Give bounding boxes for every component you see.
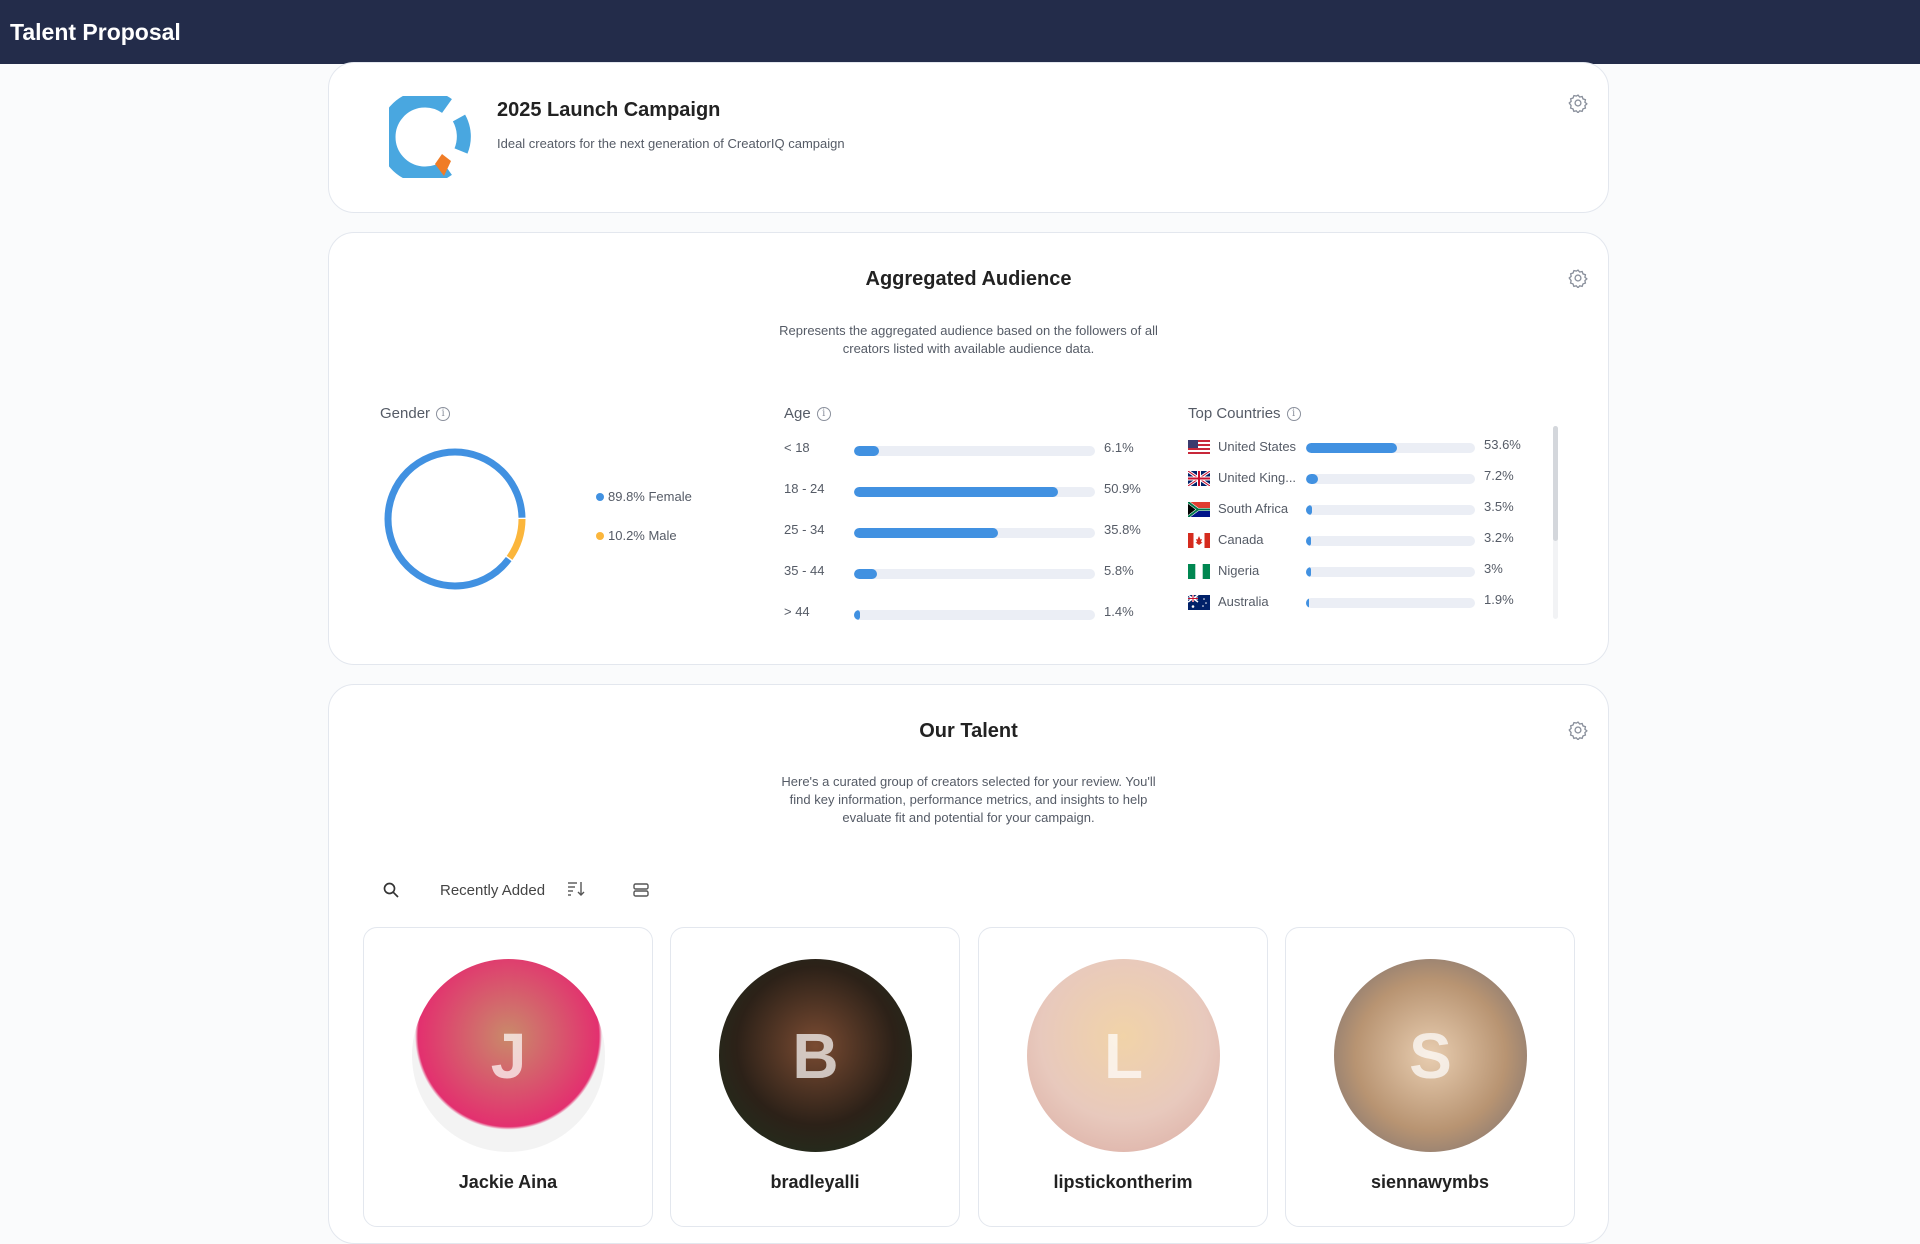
app-title: Talent Proposal	[10, 19, 181, 45]
country-bar-track	[1306, 567, 1475, 577]
age-bar-fill	[854, 528, 998, 538]
section-title: Aggregated Audience	[865, 268, 1072, 290]
age-bar-track	[854, 446, 1095, 456]
country-bar-fill	[1306, 536, 1312, 546]
search-icon[interactable]	[382, 881, 400, 899]
creator-name[interactable]: lipstickontherim	[1053, 1172, 1193, 1192]
country-value: 53.6%	[1484, 437, 1521, 452]
country-name: South Africa	[1218, 501, 1289, 516]
creatoriq-logo	[389, 96, 471, 178]
country-name: Nigeria	[1218, 563, 1260, 578]
campaign-title: 2025 Launch Campaign	[497, 99, 721, 121]
age-range-label: > 44	[784, 604, 810, 619]
country-bar-fill	[1306, 474, 1319, 484]
age-bar-track	[854, 528, 1095, 538]
country-bar-track	[1306, 443, 1475, 453]
country-bar-fill	[1306, 505, 1312, 515]
flag-za-icon	[1188, 502, 1210, 517]
age-bar-fill	[854, 446, 879, 456]
creator-card[interactable]: L lipstickontherim	[978, 927, 1268, 1227]
age-bar-track	[854, 610, 1095, 620]
section-description: Represents the aggregated audience based…	[779, 323, 1158, 356]
creator-avatar[interactable]: L	[1027, 959, 1220, 1152]
creator-name[interactable]: bradleyalli	[770, 1172, 860, 1192]
flag-ng-icon	[1188, 564, 1210, 579]
country-bar-track	[1306, 474, 1475, 484]
creator-name[interactable]: siennawymbs	[1370, 1172, 1490, 1192]
aggregated-audience-card: Aggregated Audience Represents the aggre…	[328, 232, 1609, 665]
age-label: Age i	[784, 405, 831, 422]
country-bar-fill	[1306, 443, 1397, 453]
age-range-label: < 18	[784, 440, 810, 455]
country-name: Canada	[1218, 532, 1264, 547]
flag-us-icon	[1188, 440, 1210, 455]
country-bar-track	[1306, 505, 1475, 515]
gender-label: Gender i	[380, 405, 451, 422]
info-icon[interactable]: i	[436, 406, 451, 421]
country-name: United King...	[1218, 470, 1297, 485]
flag-gb-icon	[1188, 471, 1210, 486]
country-bar-fill	[1306, 598, 1310, 608]
app-header: Talent Proposal	[0, 0, 1920, 64]
creator-card[interactable]: B bradleyalli	[670, 927, 960, 1227]
flag-au-icon	[1188, 595, 1210, 610]
country-bar-fill	[1306, 567, 1312, 577]
gear-icon[interactable]	[1568, 720, 1588, 740]
creator-name[interactable]: Jackie Aina	[458, 1172, 558, 1192]
creator-avatar[interactable]: S	[1334, 959, 1527, 1152]
age-bar-fill	[854, 487, 1059, 497]
gear-icon[interactable]	[1568, 93, 1588, 113]
age-range-label: 25 - 34	[784, 522, 825, 537]
country-value: 1.9%	[1484, 592, 1514, 607]
legend-dot	[596, 492, 604, 501]
legend-male: 10.2% Male	[596, 528, 677, 543]
campaign-card: 2025 Launch Campaign Ideal creators for …	[328, 62, 1609, 213]
info-icon[interactable]: i	[816, 406, 831, 421]
scrollbar-thumb[interactable]	[1553, 426, 1558, 541]
sort-order-icon[interactable]	[567, 881, 585, 897]
age-bar-fill	[854, 569, 878, 579]
creator-card[interactable]: J Jackie Aina	[363, 927, 653, 1227]
sort-dropdown[interactable]: Recently Added	[440, 882, 546, 899]
country-name: United States	[1218, 439, 1297, 454]
campaign-subtitle: Ideal creators for the next generation o…	[497, 136, 845, 151]
country-value: 7.2%	[1484, 468, 1514, 483]
age-range-label: 18 - 24	[784, 481, 825, 496]
creator-avatar[interactable]: B	[719, 959, 912, 1152]
age-bar-track	[854, 487, 1095, 497]
section-description: Here's a curated group of creators selec…	[781, 774, 1156, 825]
age-value: 35.8%	[1104, 522, 1141, 537]
age-bar-track	[854, 569, 1095, 579]
countries-scrollbar[interactable]	[1553, 426, 1558, 619]
legend-dot	[596, 531, 604, 540]
age-bar-fill	[854, 610, 860, 620]
top-countries-label: Top Countries i	[1188, 405, 1301, 422]
age-value: 50.9%	[1104, 481, 1141, 496]
country-name: Australia	[1218, 594, 1269, 609]
country-value: 3.5%	[1484, 499, 1514, 514]
list-view-icon[interactable]	[633, 883, 649, 897]
age-value: 1.4%	[1104, 604, 1134, 619]
gender-donut-chart	[384, 448, 526, 590]
age-value: 6.1%	[1104, 440, 1134, 455]
country-value: 3.2%	[1484, 530, 1514, 545]
country-bar-track	[1306, 536, 1475, 546]
section-title: Our Talent	[919, 720, 1018, 742]
flag-ca-icon	[1188, 533, 1210, 548]
age-range-label: 35 - 44	[784, 563, 825, 578]
info-icon[interactable]: i	[1286, 406, 1301, 421]
age-value: 5.8%	[1104, 563, 1134, 578]
donut-segment-male	[384, 448, 526, 590]
country-bar-track	[1306, 598, 1475, 608]
creator-avatar[interactable]: J	[412, 959, 605, 1152]
donut-segment-female	[384, 448, 526, 590]
gear-icon[interactable]	[1568, 268, 1588, 288]
creator-card[interactable]: S siennawymbs	[1285, 927, 1575, 1227]
country-value: 3%	[1484, 561, 1503, 576]
legend-female: 89.8% Female	[596, 489, 692, 504]
